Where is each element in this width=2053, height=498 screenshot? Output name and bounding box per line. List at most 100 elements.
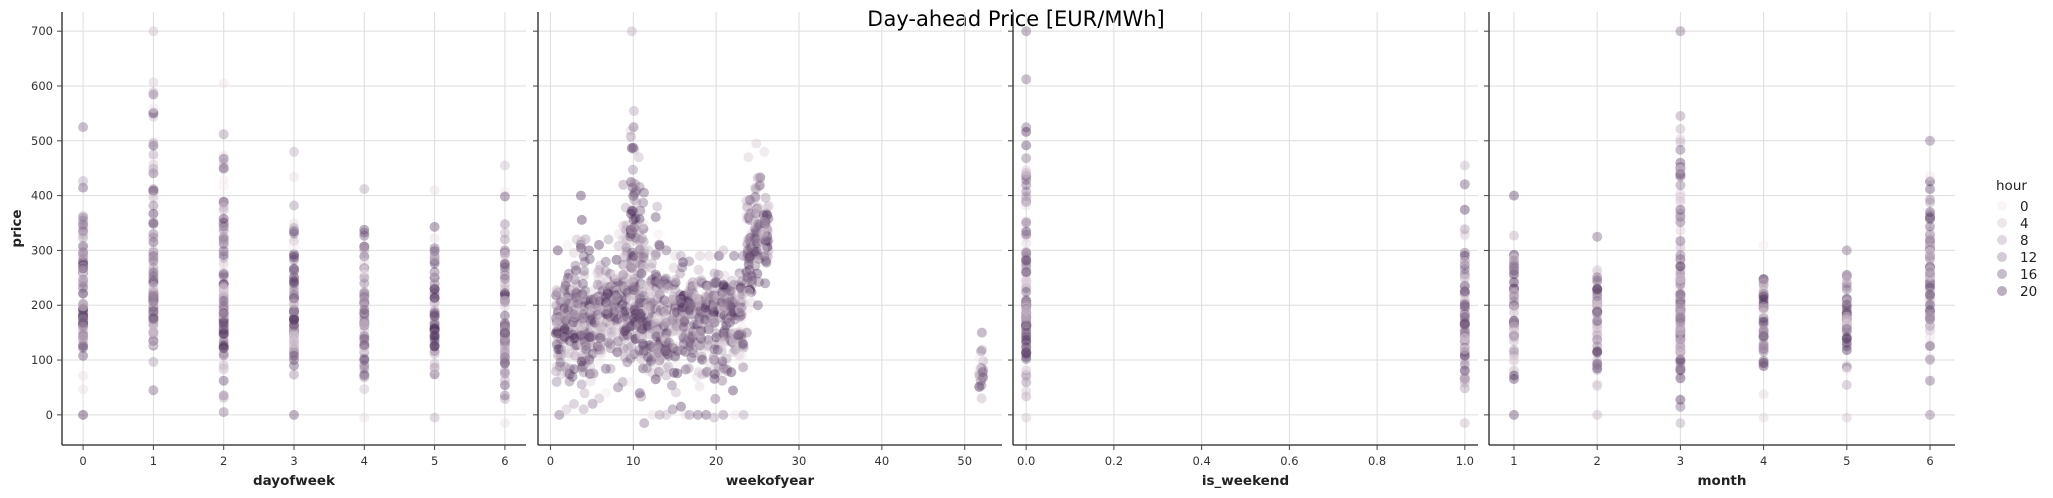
scatter-point bbox=[596, 275, 607, 286]
scatter-point bbox=[609, 274, 620, 284]
scatter-point bbox=[551, 316, 562, 327]
scatter-point bbox=[580, 296, 591, 307]
scatter-point bbox=[619, 333, 629, 344]
scatter-point bbox=[218, 78, 229, 89]
scatter-point bbox=[611, 271, 621, 282]
scatter-point bbox=[148, 184, 159, 194]
scatter-point bbox=[1592, 330, 1603, 341]
scatter-point bbox=[627, 178, 638, 188]
scatter-point bbox=[218, 309, 229, 320]
scatter-point bbox=[218, 271, 229, 282]
scatter-point bbox=[429, 258, 440, 269]
scatter-point bbox=[1925, 341, 1935, 352]
scatter-point bbox=[559, 323, 570, 334]
scatter-point bbox=[572, 307, 583, 318]
scatter-point bbox=[289, 311, 299, 322]
scatter-point bbox=[499, 273, 510, 284]
scatter-point bbox=[622, 312, 633, 323]
scatter-point bbox=[78, 257, 89, 268]
scatter-point bbox=[218, 197, 229, 207]
scatter-point bbox=[218, 221, 229, 232]
scatter-point bbox=[625, 321, 636, 332]
scatter-point bbox=[576, 315, 587, 326]
legend-marker bbox=[1997, 252, 2007, 262]
scatter-point bbox=[359, 343, 370, 354]
scatter-point bbox=[618, 269, 629, 280]
scatter-point bbox=[627, 218, 638, 229]
scatter-point bbox=[630, 281, 641, 292]
scatter-point bbox=[593, 291, 604, 302]
scatter-point bbox=[148, 327, 159, 338]
scatter-point bbox=[568, 320, 579, 331]
scatter-point bbox=[627, 276, 638, 287]
scatter-point bbox=[499, 275, 510, 286]
scatter-point bbox=[604, 308, 614, 319]
legend-marker bbox=[1997, 286, 2007, 296]
scatter-point bbox=[638, 236, 649, 247]
scatter-point bbox=[629, 273, 640, 284]
scatter-point bbox=[613, 241, 624, 251]
y-tick-label: 400 bbox=[31, 189, 53, 203]
scatter-point bbox=[584, 353, 595, 364]
scatter-point bbox=[218, 238, 229, 249]
scatter-point bbox=[629, 188, 640, 199]
scatter-point bbox=[724, 317, 735, 328]
scatter-point bbox=[570, 350, 580, 361]
scatter-point bbox=[499, 351, 510, 362]
y-tick-label: 300 bbox=[31, 243, 53, 257]
scatter-point bbox=[741, 327, 752, 338]
scatter-point bbox=[593, 274, 604, 285]
scatter-point bbox=[627, 182, 638, 193]
scatter-point bbox=[218, 390, 229, 401]
scatter-point bbox=[570, 333, 581, 344]
scatter-point bbox=[580, 338, 591, 349]
scatter-point bbox=[78, 323, 89, 334]
scatter-point bbox=[359, 320, 370, 331]
scatter-point bbox=[577, 313, 588, 324]
scatter-point bbox=[600, 292, 611, 303]
scatter-point bbox=[289, 307, 299, 318]
scatter-point bbox=[576, 236, 587, 247]
scatter-point bbox=[752, 268, 763, 279]
scatter-point bbox=[577, 350, 588, 361]
scatter-point bbox=[631, 292, 641, 303]
scatter-point bbox=[359, 331, 370, 342]
scatter-point bbox=[617, 299, 628, 310]
scatter-point bbox=[78, 312, 89, 323]
scatter-point bbox=[359, 309, 370, 320]
scatter-point bbox=[629, 304, 640, 315]
scatter-point bbox=[148, 329, 159, 340]
scatter-point bbox=[562, 331, 573, 341]
scatter-point bbox=[429, 369, 440, 380]
scatter-point bbox=[499, 320, 510, 331]
scatter-point bbox=[218, 234, 229, 245]
scatter-point bbox=[625, 321, 636, 332]
scatter-point bbox=[148, 295, 159, 306]
x-tick-label: 2 bbox=[1594, 454, 1601, 468]
scatter-point bbox=[78, 318, 89, 329]
scatter-point bbox=[619, 252, 630, 263]
scatter-point bbox=[289, 223, 299, 233]
legend-entry-label: 20 bbox=[2020, 284, 2037, 300]
scatter-point bbox=[78, 317, 89, 328]
scatter-point bbox=[630, 301, 641, 312]
scatter-point bbox=[633, 152, 644, 163]
scatter-point bbox=[639, 418, 650, 429]
scatter-point bbox=[148, 89, 159, 100]
scatter-point bbox=[1758, 412, 1769, 423]
scatter-point bbox=[594, 239, 604, 250]
scatter-point bbox=[1592, 380, 1603, 391]
scatter-point bbox=[218, 269, 229, 280]
scatter-point bbox=[568, 247, 579, 258]
scatter-point bbox=[218, 162, 229, 173]
scatter-point bbox=[499, 352, 510, 363]
scatter-point bbox=[627, 252, 638, 263]
scatter-point bbox=[573, 290, 584, 301]
scatter-point bbox=[708, 291, 719, 302]
scatter-point bbox=[499, 336, 510, 347]
scatter-point bbox=[289, 271, 299, 282]
scatter-point bbox=[718, 409, 729, 420]
scatter-point bbox=[499, 331, 510, 342]
scatter-point bbox=[621, 258, 632, 269]
scatter-point bbox=[359, 318, 370, 329]
